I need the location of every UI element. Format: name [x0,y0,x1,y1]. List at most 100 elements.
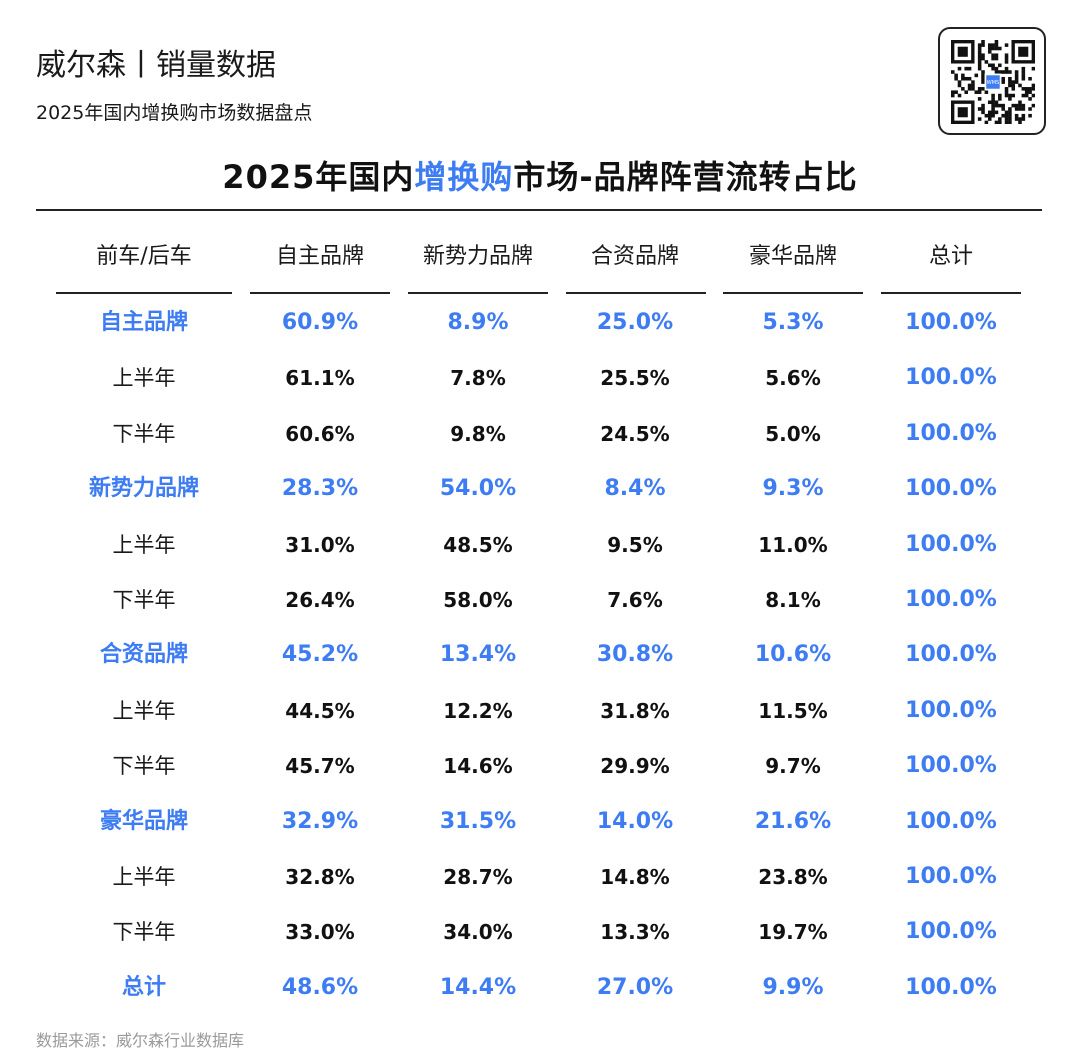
header-underline [881,292,1021,294]
cell-col-luxury: 11.5% [758,698,828,723]
cell-col-joint-venture: 24.5% [600,421,670,446]
cell-col-joint-venture: 9.5% [607,532,663,557]
qr-code: WMS [938,27,1046,135]
cell-col-domestic: 28.3% [281,476,359,502]
cell-col-domestic: 32.8% [285,865,355,889]
table-title: 2025年国内增换购市场-品牌阵营流转占比 [0,152,1080,198]
cell-col-joint-venture: 25.5% [600,366,670,391]
row-label: 合资品牌 [99,642,188,668]
cell-col-luxury: 19.7% [758,920,828,945]
header-underline [250,292,390,294]
cell-col-luxury: 23.8% [758,865,828,889]
cell-col-new-force: 54.0% [439,476,517,502]
cell-col-domestic: 45.2% [281,642,359,668]
table-row: 上半年 61.1% 7.8% 25.5% 5.6% 100.0% [0,358,1080,398]
table-title-highlight: 增换购 [414,158,514,196]
cell-col-luxury: 9.3% [762,476,824,502]
row-label: 下半年 [112,754,176,779]
cell-col-joint-venture: 31.8% [600,698,670,723]
cell-col-luxury: 5.3% [762,310,824,335]
cell-col-domestic: 26.4% [285,588,355,612]
data-source: 数据来源：威尔森行业数据库 [36,1031,245,1050]
title-divider [36,209,1042,211]
table-title-prefix: 2025年国内 [222,158,415,196]
cell-col-total: 100.0% [905,310,997,335]
cell-col-luxury: 9.7% [765,754,821,779]
cell-col-new-force: 28.7% [443,865,513,889]
cell-col-total: 100.0% [905,864,997,889]
brand-title: 威尔森丨销量数据 [36,48,276,83]
cell-col-domestic: 44.5% [285,698,355,723]
cell-col-new-force: 31.5% [439,808,517,834]
cell-col-total: 100.0% [905,587,997,612]
cell-col-new-force: 58.0% [443,588,513,612]
row-label: 下半年 [112,920,176,945]
cell-col-total: 100.0% [905,974,997,1000]
row-label: 下半年 [112,588,176,612]
cell-col-luxury: 5.6% [765,366,821,391]
header-underline [723,292,863,294]
cell-col-luxury: 8.1% [765,588,821,612]
header-col-domestic: 自主品牌 [275,244,364,269]
row-label: 上半年 [112,698,176,723]
header-col-total: 总计 [928,244,973,269]
row-label: 总计 [121,974,166,1000]
cell-col-joint-venture: 25.0% [596,310,674,335]
cell-col-domestic: 61.1% [285,366,355,391]
header-col-luxury: 豪华品牌 [748,244,837,269]
cell-col-joint-venture: 7.6% [607,588,663,612]
cell-col-joint-venture: 8.4% [604,476,666,502]
row-label: 自主品牌 [99,310,188,335]
header-col-prev-next: 前车/后车 [96,244,192,269]
cell-col-total: 100.0% [905,697,997,723]
table-group-row: 新势力品牌 28.3% 54.0% 8.4% 9.3% 100.0% [0,469,1080,509]
cell-col-luxury: 21.6% [754,808,832,834]
cell-col-total: 100.0% [905,642,997,668]
cell-col-domestic: 48.6% [281,974,359,1000]
cell-col-domestic: 33.0% [285,920,355,945]
cell-col-new-force: 13.4% [439,642,517,668]
cell-col-joint-venture: 27.0% [596,974,674,1000]
cell-col-new-force: 14.6% [443,754,513,779]
cell-col-new-force: 9.8% [450,421,506,446]
header-underline [566,292,706,294]
cell-col-new-force: 12.2% [443,698,513,723]
table-row: 下半年 26.4% 58.0% 7.6% 8.1% 100.0% [0,580,1080,620]
table-row: 上半年 31.0% 48.5% 9.5% 11.0% 100.0% [0,525,1080,565]
cell-col-new-force: 7.8% [450,366,506,391]
cell-col-domestic: 60.9% [281,310,359,335]
table-group-row: 豪华品牌 32.9% 31.5% 14.0% 21.6% 100.0% [0,802,1080,842]
row-label: 下半年 [112,421,176,446]
table-row: 下半年 60.6% 9.8% 24.5% 5.0% 100.0% [0,414,1080,454]
cell-col-domestic: 60.6% [285,421,355,446]
cell-col-luxury: 10.6% [754,642,832,668]
row-label: 豪华品牌 [99,808,188,834]
cell-col-total: 100.0% [905,365,997,391]
cell-col-total: 100.0% [905,531,997,557]
table-row: 上半年 44.5% 12.2% 31.8% 11.5% 100.0% [0,691,1080,731]
header-col-new-force: 新势力品牌 [422,244,533,269]
cell-col-luxury: 9.9% [762,974,824,1000]
cell-col-new-force: 14.4% [439,974,517,1000]
cell-col-total: 100.0% [905,476,997,502]
cell-col-luxury: 5.0% [765,421,821,446]
cell-col-domestic: 32.9% [281,808,359,834]
table-row: 上半年 32.8% 28.7% 14.8% 23.8% 100.0% [0,857,1080,897]
row-label: 上半年 [112,865,176,889]
cell-col-luxury: 11.0% [758,532,828,557]
cell-col-total: 100.0% [905,420,997,446]
header-underline [408,292,548,294]
cell-col-joint-venture: 29.9% [600,754,670,779]
brand-subtitle: 2025年国内增换购市场数据盘点 [36,102,313,124]
table-row: 下半年 33.0% 34.0% 13.3% 19.7% 100.0% [0,912,1080,952]
cell-col-total: 100.0% [905,753,997,779]
row-label: 新势力品牌 [88,476,199,502]
cell-col-joint-venture: 14.8% [600,865,670,889]
cell-col-domestic: 45.7% [285,754,355,779]
cell-col-total: 100.0% [905,919,997,945]
header-underline [56,292,232,294]
table-group-row: 总计 48.6% 14.4% 27.0% 9.9% 100.0% [0,968,1080,1008]
cell-col-domestic: 31.0% [285,532,355,557]
cell-col-new-force: 34.0% [443,920,513,945]
row-label: 上半年 [112,532,176,557]
